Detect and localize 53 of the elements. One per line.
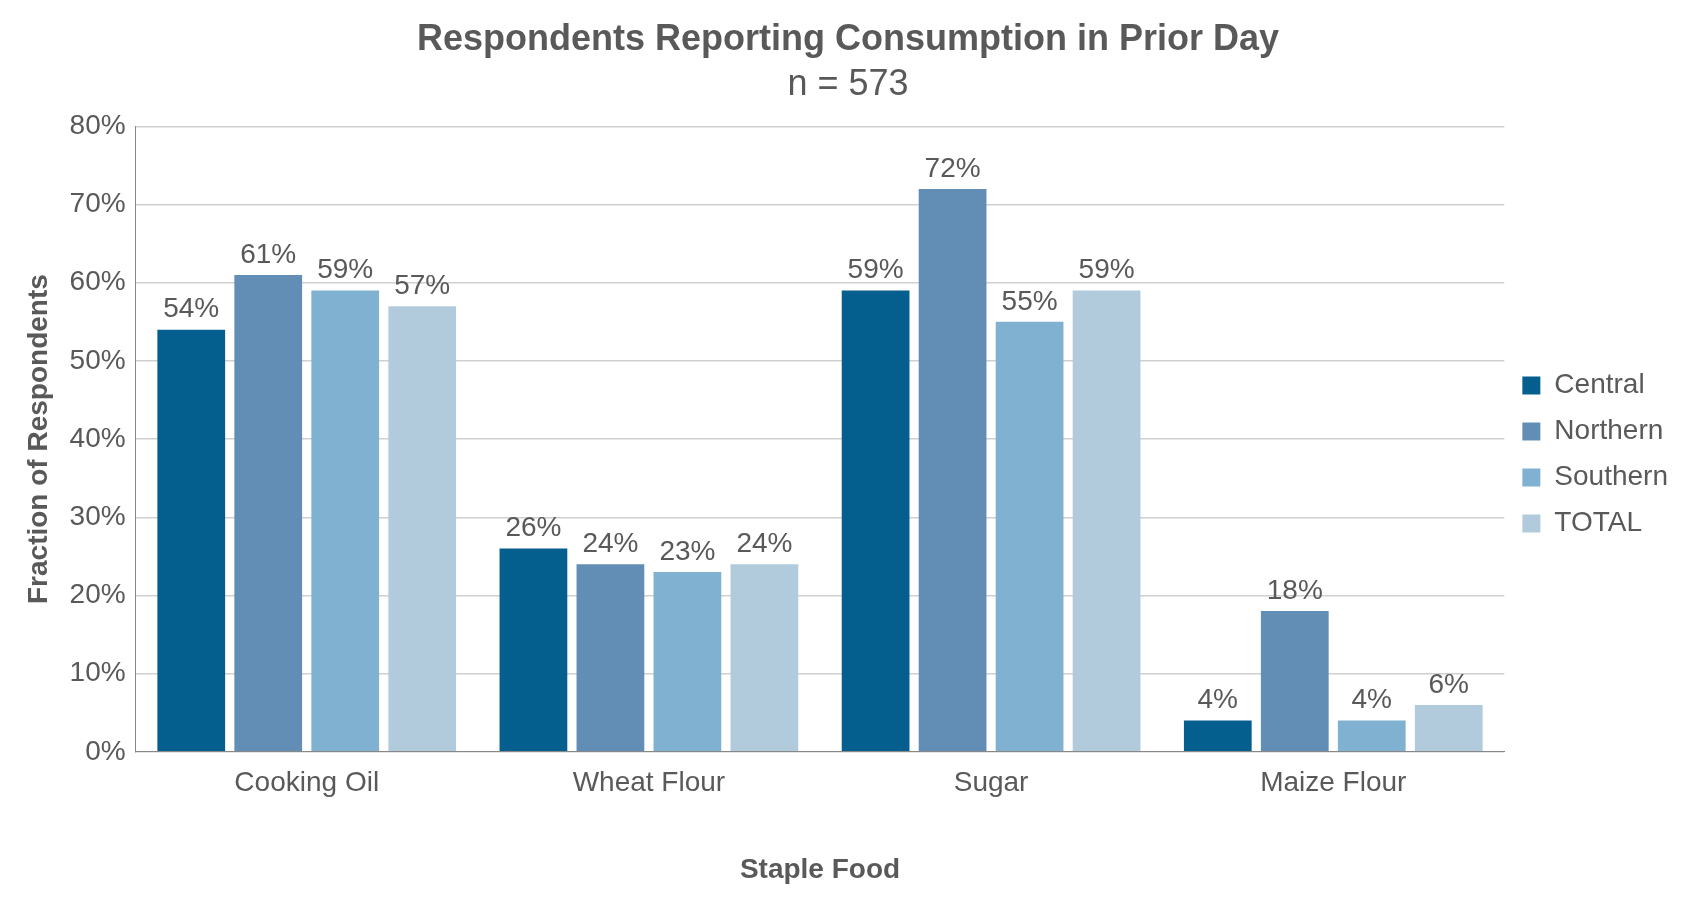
- data-label: 24%: [736, 526, 793, 558]
- data-label: 18%: [1266, 573, 1323, 605]
- bar: [576, 564, 645, 752]
- data-label: 59%: [317, 253, 374, 285]
- data-label: 55%: [1001, 284, 1058, 316]
- bar: [730, 564, 799, 752]
- y-tick-label: 70%: [69, 187, 126, 219]
- y-tick-label: 20%: [69, 578, 126, 610]
- data-label: 59%: [1078, 253, 1135, 285]
- data-label: 24%: [582, 526, 639, 558]
- data-label: 61%: [240, 237, 297, 269]
- bar: [1260, 611, 1329, 752]
- y-tick-label: 60%: [69, 265, 126, 297]
- data-label: 6%: [1428, 667, 1469, 699]
- y-tick-label: 50%: [69, 343, 126, 375]
- data-label: 54%: [163, 292, 220, 324]
- y-tick-label: 30%: [69, 499, 126, 531]
- x-tick-label: Sugar: [953, 766, 1029, 798]
- legend-label: Northern: [1554, 414, 1664, 446]
- bar: [1337, 720, 1406, 752]
- bar: [157, 329, 226, 752]
- chart-title: Respondents Reporting Consumption in Prior Day: [416, 16, 1280, 58]
- bar: [234, 274, 303, 752]
- data-label: 57%: [394, 268, 451, 300]
- data-label: 72%: [924, 151, 981, 183]
- bar: [1072, 290, 1141, 752]
- data-label: 4%: [1351, 683, 1392, 715]
- bar: [499, 548, 568, 752]
- data-label: 4%: [1197, 683, 1239, 715]
- x-tick-label: Wheat Flour: [572, 766, 726, 798]
- bar: [918, 188, 987, 752]
- legend-label: Southern: [1554, 460, 1668, 492]
- data-label: 23%: [659, 534, 716, 566]
- data-label: 59%: [847, 253, 904, 285]
- bar: [1183, 720, 1252, 752]
- legend-label: TOTAL: [1554, 506, 1643, 538]
- x-tick-label: Cooking Oil: [234, 766, 380, 798]
- bar: [995, 321, 1064, 752]
- legend-label: Central: [1554, 368, 1645, 400]
- bar: [841, 290, 910, 752]
- y-tick-label: 0%: [85, 734, 126, 766]
- x-tick-label: Maize Flour: [1260, 766, 1407, 798]
- x-axis-title: Staple Food: [739, 852, 901, 884]
- bar: [653, 572, 722, 752]
- data-label: 26%: [505, 511, 562, 543]
- y-tick-label: 40%: [69, 421, 126, 453]
- bar: [311, 290, 380, 752]
- bar: [1414, 704, 1483, 752]
- y-tick-label: 80%: [69, 109, 126, 141]
- y-tick-label: 10%: [69, 656, 126, 688]
- bar: [388, 306, 457, 752]
- chart-subtitle: n = 573: [787, 61, 909, 103]
- y-axis-title: Fraction of Respondents: [21, 274, 53, 604]
